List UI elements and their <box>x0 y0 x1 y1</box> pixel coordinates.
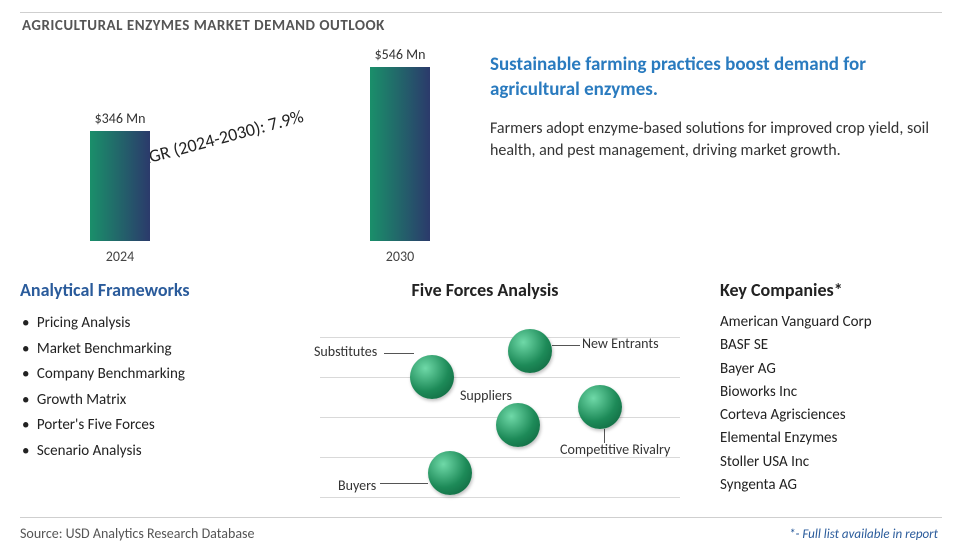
five-forces-column: Five Forces Analysis Substitutes New Entr… <box>260 279 710 511</box>
framework-item: Growth Matrix <box>22 388 250 414</box>
chart-value-label: $346 Mn <box>80 110 160 127</box>
page-title: AGRICULTURAL ENZYMES MARKET DEMAND OUTLO… <box>22 17 942 35</box>
leader-line <box>552 345 580 346</box>
chart-bar <box>370 67 430 241</box>
market-bar-chart: CAGR (2024-2030): 7.9% $346 Mn2024$546 M… <box>20 41 460 271</box>
companies-column: Key Companies* American Vanguard CorpBAS… <box>720 279 942 511</box>
leader-line <box>380 483 428 484</box>
framework-item: Scenario Analysis <box>22 439 250 465</box>
company-item: Elemental Enzymes <box>720 427 942 450</box>
summary-text-block: Sustainable farming practices boost dema… <box>490 41 942 271</box>
company-item: Bayer AG <box>720 358 942 381</box>
footnote: *- Full list available in report <box>789 527 938 542</box>
company-item: Stoller USA Inc <box>720 451 942 474</box>
force-sphere <box>428 451 472 495</box>
bottom-row: Analytical Frameworks Pricing AnalysisMa… <box>20 279 942 511</box>
five-forces-gridline <box>320 377 680 378</box>
company-item: BASF SE <box>720 334 942 357</box>
five-forces-title: Five Forces Analysis <box>260 279 710 301</box>
bottom-divider <box>20 517 942 518</box>
five-forces-gridline <box>320 497 680 498</box>
force-label: Substitutes <box>314 343 377 360</box>
chart-value-label: $546 Mn <box>360 46 440 63</box>
force-label: Competitive Rivalry <box>560 441 670 458</box>
source-text: Source: USD Analytics Research Database <box>20 525 254 542</box>
frameworks-column: Analytical Frameworks Pricing AnalysisMa… <box>20 279 250 511</box>
force-label: New Entrants <box>582 335 659 352</box>
headline: Sustainable farming practices boost dema… <box>490 53 942 102</box>
force-sphere <box>508 329 552 373</box>
chart-category-label: 2024 <box>80 248 160 265</box>
company-item: Corteva Agrisciences <box>720 404 942 427</box>
force-label: Buyers <box>338 477 376 494</box>
frameworks-list: Pricing AnalysisMarket BenchmarkingCompa… <box>22 311 250 464</box>
company-item: American Vanguard Corp <box>720 311 942 334</box>
framework-item: Porter's Five Forces <box>22 413 250 439</box>
companies-title: Key Companies* <box>720 279 942 301</box>
top-divider <box>20 12 942 13</box>
top-row: CAGR (2024-2030): 7.9% $346 Mn2024$546 M… <box>20 41 942 271</box>
company-item: Syngenta AG <box>720 474 942 497</box>
force-sphere <box>410 355 454 399</box>
framework-item: Company Benchmarking <box>22 362 250 388</box>
body-paragraph: Farmers adopt enzyme-based solutions for… <box>490 118 942 161</box>
five-forces-diagram: Substitutes New Entrants Suppliers Competit… <box>260 311 710 511</box>
frameworks-title: Analytical Frameworks <box>20 279 250 301</box>
companies-list: American Vanguard CorpBASF SEBayer AGBio… <box>720 311 942 497</box>
company-item: Bioworks Inc <box>720 381 942 404</box>
force-label: Suppliers <box>460 387 512 404</box>
force-sphere <box>496 403 540 447</box>
leader-line <box>384 353 414 354</box>
force-sphere <box>578 385 622 429</box>
framework-item: Market Benchmarking <box>22 337 250 363</box>
chart-bar <box>90 131 150 241</box>
framework-item: Pricing Analysis <box>22 311 250 337</box>
chart-category-label: 2030 <box>360 248 440 265</box>
